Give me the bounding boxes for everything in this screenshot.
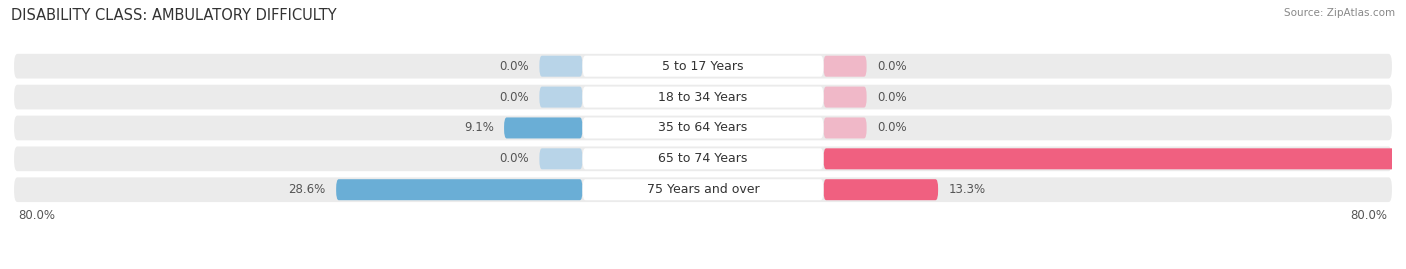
Text: 0.0%: 0.0%	[499, 91, 529, 104]
Text: 80.0%: 80.0%	[18, 210, 55, 222]
FancyBboxPatch shape	[336, 179, 582, 200]
FancyBboxPatch shape	[14, 54, 1392, 79]
Text: 35 to 64 Years: 35 to 64 Years	[658, 121, 748, 134]
Text: 0.0%: 0.0%	[877, 121, 907, 134]
FancyBboxPatch shape	[582, 179, 824, 200]
Text: DISABILITY CLASS: AMBULATORY DIFFICULTY: DISABILITY CLASS: AMBULATORY DIFFICULTY	[11, 8, 337, 23]
FancyBboxPatch shape	[824, 118, 866, 139]
FancyBboxPatch shape	[824, 56, 866, 77]
Text: 65 to 74 Years: 65 to 74 Years	[658, 152, 748, 165]
Text: 80.0%: 80.0%	[1351, 210, 1388, 222]
Text: 9.1%: 9.1%	[464, 121, 494, 134]
FancyBboxPatch shape	[14, 177, 1392, 202]
FancyBboxPatch shape	[582, 56, 824, 77]
FancyBboxPatch shape	[824, 148, 1406, 169]
FancyBboxPatch shape	[14, 147, 1392, 171]
FancyBboxPatch shape	[582, 148, 824, 169]
FancyBboxPatch shape	[540, 56, 582, 77]
Text: Source: ZipAtlas.com: Source: ZipAtlas.com	[1284, 8, 1395, 18]
Text: 18 to 34 Years: 18 to 34 Years	[658, 91, 748, 104]
FancyBboxPatch shape	[14, 85, 1392, 109]
FancyBboxPatch shape	[505, 118, 582, 139]
Text: 0.0%: 0.0%	[499, 60, 529, 73]
Text: 0.0%: 0.0%	[877, 91, 907, 104]
FancyBboxPatch shape	[540, 87, 582, 108]
Text: 0.0%: 0.0%	[499, 152, 529, 165]
Text: 13.3%: 13.3%	[949, 183, 986, 196]
Text: 5 to 17 Years: 5 to 17 Years	[662, 60, 744, 73]
FancyBboxPatch shape	[14, 116, 1392, 140]
FancyBboxPatch shape	[540, 148, 582, 169]
FancyBboxPatch shape	[824, 87, 866, 108]
FancyBboxPatch shape	[582, 87, 824, 108]
FancyBboxPatch shape	[824, 179, 938, 200]
Text: 0.0%: 0.0%	[877, 60, 907, 73]
Text: 75 Years and over: 75 Years and over	[647, 183, 759, 196]
FancyBboxPatch shape	[582, 118, 824, 139]
Text: 28.6%: 28.6%	[288, 183, 326, 196]
